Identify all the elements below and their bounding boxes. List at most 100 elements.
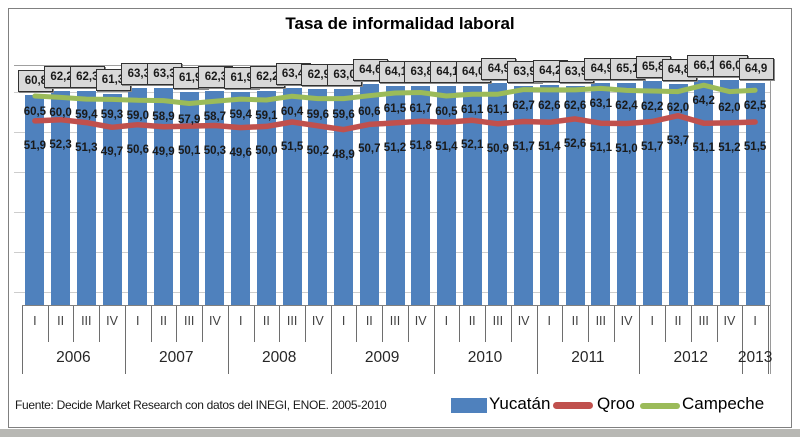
bar-yucatan (334, 88, 354, 305)
year-label: 2013 (737, 349, 773, 366)
line-label-qroo: 51,5 (280, 141, 304, 154)
line-label-campeche: 59,6 (306, 108, 329, 121)
bar-yucatan (25, 95, 45, 305)
line-label-campeche: 62,7 (512, 99, 535, 112)
line-label-campeche: 61,7 (409, 102, 432, 115)
year-label: 2010 (467, 349, 503, 366)
quarter-label: IV (208, 314, 221, 328)
line-label-qroo: 50,2 (306, 144, 329, 157)
quarter-label: III (595, 314, 607, 328)
quarter-label: I (753, 314, 757, 328)
legend-swatch-qroo (553, 402, 593, 409)
plot-right-border (770, 80, 771, 374)
legend-label-yucatan: Yucatán (489, 394, 551, 413)
quarter-separator (356, 306, 358, 342)
line-label-campeche: 60,5 (435, 106, 458, 118)
bar-yucatan (308, 89, 328, 305)
quarter-label: I (136, 314, 140, 328)
quarter-label: I (444, 314, 449, 328)
bar-yucatan (205, 90, 225, 305)
line-label-qroo: 51,8 (409, 140, 432, 153)
bar-yucatan (411, 86, 431, 305)
line-label-campeche: 64,2 (692, 95, 715, 108)
bar-yucatan (565, 86, 585, 305)
bar-yucatan (282, 87, 302, 305)
bar-yucatan (591, 83, 611, 305)
line-label-campeche: 62,4 (615, 100, 638, 113)
year-separator (227, 306, 229, 374)
bar-yucatan (462, 85, 482, 305)
bar-yucatan (436, 85, 456, 305)
line-label-qroo: 51,2 (383, 141, 407, 154)
line-label-campeche: 62,6 (538, 99, 561, 112)
quarter-separator (305, 306, 306, 342)
bar-yucatan (385, 85, 405, 305)
legend-swatch-yucatan (451, 398, 487, 413)
line-label-campeche: 59,0 (126, 110, 149, 123)
line-label-campeche: 62,0 (666, 101, 690, 114)
quarter-separator (202, 306, 204, 342)
year-separator (742, 306, 744, 374)
year-label: 2011 (571, 349, 605, 366)
quarter-separator (150, 306, 152, 342)
window-bottom-strip (0, 429, 800, 437)
quarter-label: I (33, 314, 37, 328)
quarter-label: IV (311, 314, 324, 328)
quarter-label: I (650, 314, 654, 328)
line-label-qroo: 50,6 (126, 143, 149, 156)
quarter-separator (279, 306, 281, 342)
quarter-separator (382, 306, 384, 342)
legend-swatch-campeche (640, 403, 680, 409)
line-label-campeche: 63,1 (589, 98, 612, 111)
bar-yucatan (256, 91, 276, 305)
line-label-campeche: 59,1 (255, 110, 278, 122)
line-label-qroo: 50,1 (177, 145, 201, 158)
quarter-label: II (262, 314, 270, 328)
line-label-campeche: 58,9 (152, 110, 175, 123)
line-label-qroo: 49,7 (100, 146, 124, 159)
legend-label-qroo: Qroo (597, 394, 635, 413)
quarter-separator (510, 306, 512, 342)
bar-yucatan (359, 84, 379, 305)
bar-yucatan (154, 87, 173, 305)
year-label: 2006 (56, 349, 91, 366)
quarter-separator (47, 306, 49, 342)
bar-yucatan (694, 79, 714, 305)
line-label-qroo: 52,3 (49, 138, 72, 151)
quarter-label: IV (723, 314, 736, 328)
quarter-separator (690, 306, 692, 342)
line-label-qroo: 49,9 (152, 145, 175, 158)
line-label-campeche: 60,0 (49, 107, 72, 120)
quarter-label: I (547, 314, 552, 328)
quarter-label: IV (517, 314, 530, 328)
legend-label-campeche: Campeche (682, 394, 765, 413)
line-label-qroo: 51,3 (75, 141, 98, 154)
bar-yucatan (51, 91, 71, 305)
line-label-qroo: 51,0 (615, 142, 638, 155)
line-label-qroo: 53,7 (666, 134, 690, 147)
quarter-separator (253, 306, 255, 342)
quarter-label: II (571, 314, 579, 328)
line-label-qroo: 50,3 (203, 144, 227, 157)
bar-yucatan (539, 85, 559, 305)
quarter-label: II (468, 314, 476, 328)
line-label-qroo: 51,4 (538, 141, 561, 154)
quarter-label: II (365, 314, 373, 328)
quarter-separator (73, 306, 75, 342)
bar-yucatan (514, 86, 534, 305)
year-label: 2012 (673, 349, 709, 366)
x-axis-line (22, 305, 770, 306)
bar-yucatan (642, 80, 662, 305)
quarter-label: IV (106, 314, 118, 328)
bar-yucatan (231, 91, 251, 305)
line-label-campeche: 57,9 (177, 113, 201, 126)
quarter-label: III (81, 314, 92, 328)
year-separator (124, 306, 126, 374)
line-label-campeche: 62,2 (640, 101, 664, 113)
bar-yucatan (668, 83, 688, 305)
quarter-label: II (160, 314, 167, 328)
line-label-campeche: 60,5 (23, 106, 47, 118)
quarter-separator (459, 306, 461, 342)
quarter-label: IV (620, 314, 633, 328)
year-separator (433, 306, 435, 374)
